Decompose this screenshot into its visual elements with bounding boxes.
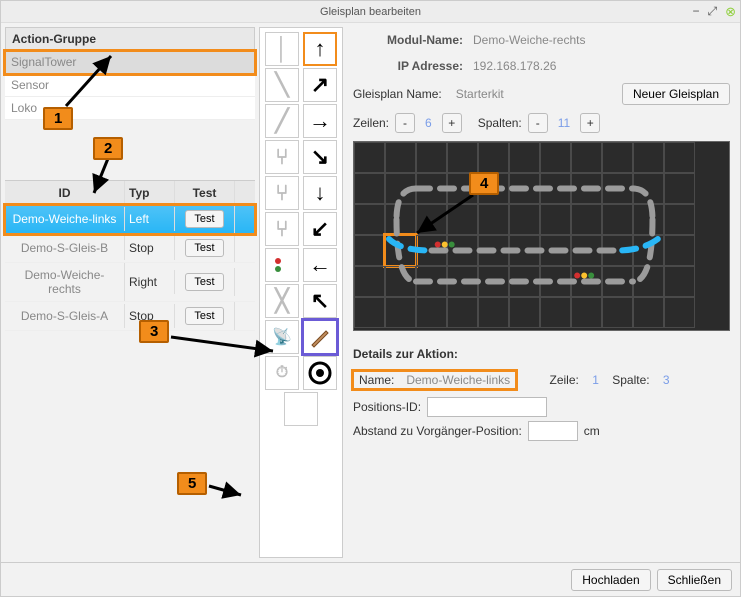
maximize-icon[interactable]: ⤢ <box>707 4 717 20</box>
tool-curve-grey-2[interactable]: ╱ <box>265 104 299 138</box>
spalte-value: 3 <box>653 373 680 387</box>
callout-1: 1 <box>43 107 73 130</box>
row-id: Demo-Weiche-links <box>5 207 125 231</box>
upload-button[interactable]: Hochladen <box>571 569 650 591</box>
tool-arrow-ne[interactable]: ↗ <box>303 68 337 102</box>
tool-signal-icon[interactable] <box>265 248 299 282</box>
left-panel: Action-Gruppe SignalTower Sensor Loko ID… <box>5 27 255 558</box>
test-button[interactable]: Test <box>185 307 223 325</box>
col-test-header: Test <box>175 181 235 205</box>
col-id-header: ID <box>5 181 125 205</box>
tool-arrow-left[interactable]: ← <box>303 248 337 282</box>
new-gleisplan-button[interactable]: Neuer Gleisplan <box>622 83 730 105</box>
tool-switch-grey-2[interactable]: ⑂ <box>265 176 299 210</box>
group-item-signaltower[interactable]: SignalTower <box>5 51 255 74</box>
modul-name-value: Demo-Weiche-rechts <box>473 33 585 47</box>
rows-value: 6 <box>419 116 438 130</box>
gp-name-value: Starterkit <box>448 87 512 101</box>
cols-plus-button[interactable]: + <box>580 113 600 133</box>
rows-plus-button[interactable]: + <box>442 113 462 133</box>
close-button[interactable]: Schließen <box>657 569 732 591</box>
rows-minus-button[interactable]: - <box>395 113 415 133</box>
close-icon[interactable]: ⊗ <box>725 4 736 20</box>
ip-label: IP Adresse: <box>353 59 463 73</box>
titlebar: Gleisplan bearbeiten − ⤢ ⊗ <box>1 1 740 23</box>
bottom-bar: Hochladen Schließen <box>1 562 740 596</box>
tool-palette: │↑ ╲↗ ╱→ ⑂↘ ⑂↓ ⑂↙ ← ╳↖ 📡 ⏱ <box>259 27 343 558</box>
row-id: Demo-S-Gleis-A <box>5 304 125 328</box>
row-typ: Stop <box>125 236 175 260</box>
zeile-value: 1 <box>582 373 609 387</box>
modul-name-label: Modul-Name: <box>353 33 463 47</box>
abstand-input[interactable] <box>528 421 578 441</box>
window-title: Gleisplan bearbeiten <box>320 6 421 18</box>
tool-arrow-right[interactable]: → <box>303 104 337 138</box>
tool-switch-grey-1[interactable]: ⑂ <box>265 140 299 174</box>
table-row[interactable]: Demo-S-Gleis-B Stop Test <box>5 234 255 263</box>
tool-switch-grey-3[interactable]: ⑂ <box>265 212 299 246</box>
tool-curve-grey-1[interactable]: ╲ <box>265 68 299 102</box>
posid-label: Positions-ID: <box>353 400 421 414</box>
callout-2: 2 <box>93 137 123 160</box>
tool-arrow-down[interactable]: ↓ <box>303 176 337 210</box>
tool-arrow-up[interactable]: ↑ <box>303 32 337 66</box>
abstand-label: Abstand zu Vorgänger-Position: <box>353 424 522 438</box>
tool-cross-grey[interactable]: ╳ <box>265 284 299 318</box>
cols-value: 11 <box>552 116 576 130</box>
details-panel: Details zur Aktion: Name: Demo-Weiche-li… <box>353 347 730 445</box>
cm-label: cm <box>584 424 600 438</box>
zeile-label: Zeile: <box>550 373 579 387</box>
minimize-icon[interactable]: − <box>692 4 699 20</box>
table-row[interactable]: Demo-S-Gleis-A Stop Test <box>5 302 255 331</box>
tool-empty[interactable] <box>284 392 318 426</box>
tool-arrow-se[interactable]: ↘ <box>303 140 337 174</box>
name-label: Name: <box>359 373 394 387</box>
col-typ-header: Typ <box>125 181 175 205</box>
posid-input[interactable] <box>427 397 547 417</box>
tool-antenna-icon[interactable]: 📡 <box>265 320 299 354</box>
test-button[interactable]: Test <box>185 210 223 228</box>
callout-5: 5 <box>177 472 207 495</box>
cols-minus-button[interactable]: - <box>528 113 548 133</box>
gp-name-label: Gleisplan Name: <box>353 87 442 101</box>
table-row[interactable]: Demo-Weiche-rechts Right Test <box>5 263 255 302</box>
ip-value: 192.168.178.26 <box>473 59 556 73</box>
table-header: ID Typ Test <box>5 181 255 205</box>
group-item-sensor[interactable]: Sensor <box>5 74 255 97</box>
row-id: Demo-Weiche-rechts <box>5 263 125 301</box>
track-overlay <box>354 142 695 328</box>
right-panel: Modul-Name: Demo-Weiche-rechts IP Adress… <box>347 27 736 558</box>
row-id: Demo-S-Gleis-B <box>5 236 125 260</box>
spalte-label: Spalte: <box>612 373 649 387</box>
tool-arrow-nw[interactable]: ↖ <box>303 284 337 318</box>
cols-label: Spalten: <box>478 116 522 130</box>
tool-timer-icon[interactable]: ⏱ <box>265 356 299 390</box>
tool-straight-grey[interactable]: │ <box>265 32 299 66</box>
track-grid[interactable] <box>353 141 730 331</box>
name-value: Demo-Weiche-links <box>400 373 510 387</box>
row-typ: Left <box>125 207 175 231</box>
callout-3: 3 <box>139 320 169 343</box>
tool-eye-icon[interactable] <box>303 356 337 390</box>
action-group-header: Action-Gruppe <box>5 27 255 51</box>
tool-pencil-icon[interactable] <box>303 320 337 354</box>
table-row[interactable]: Demo-Weiche-links Left Test <box>5 205 255 234</box>
test-button[interactable]: Test <box>185 239 223 257</box>
rows-label: Zeilen: <box>353 116 389 130</box>
tool-arrow-sw[interactable]: ↙ <box>303 212 337 246</box>
details-header: Details zur Aktion: <box>353 347 730 361</box>
row-typ: Right <box>125 270 175 294</box>
callout-4: 4 <box>469 172 499 195</box>
test-button[interactable]: Test <box>185 273 223 291</box>
action-table: ID Typ Test Demo-Weiche-links Left Test … <box>5 180 255 331</box>
